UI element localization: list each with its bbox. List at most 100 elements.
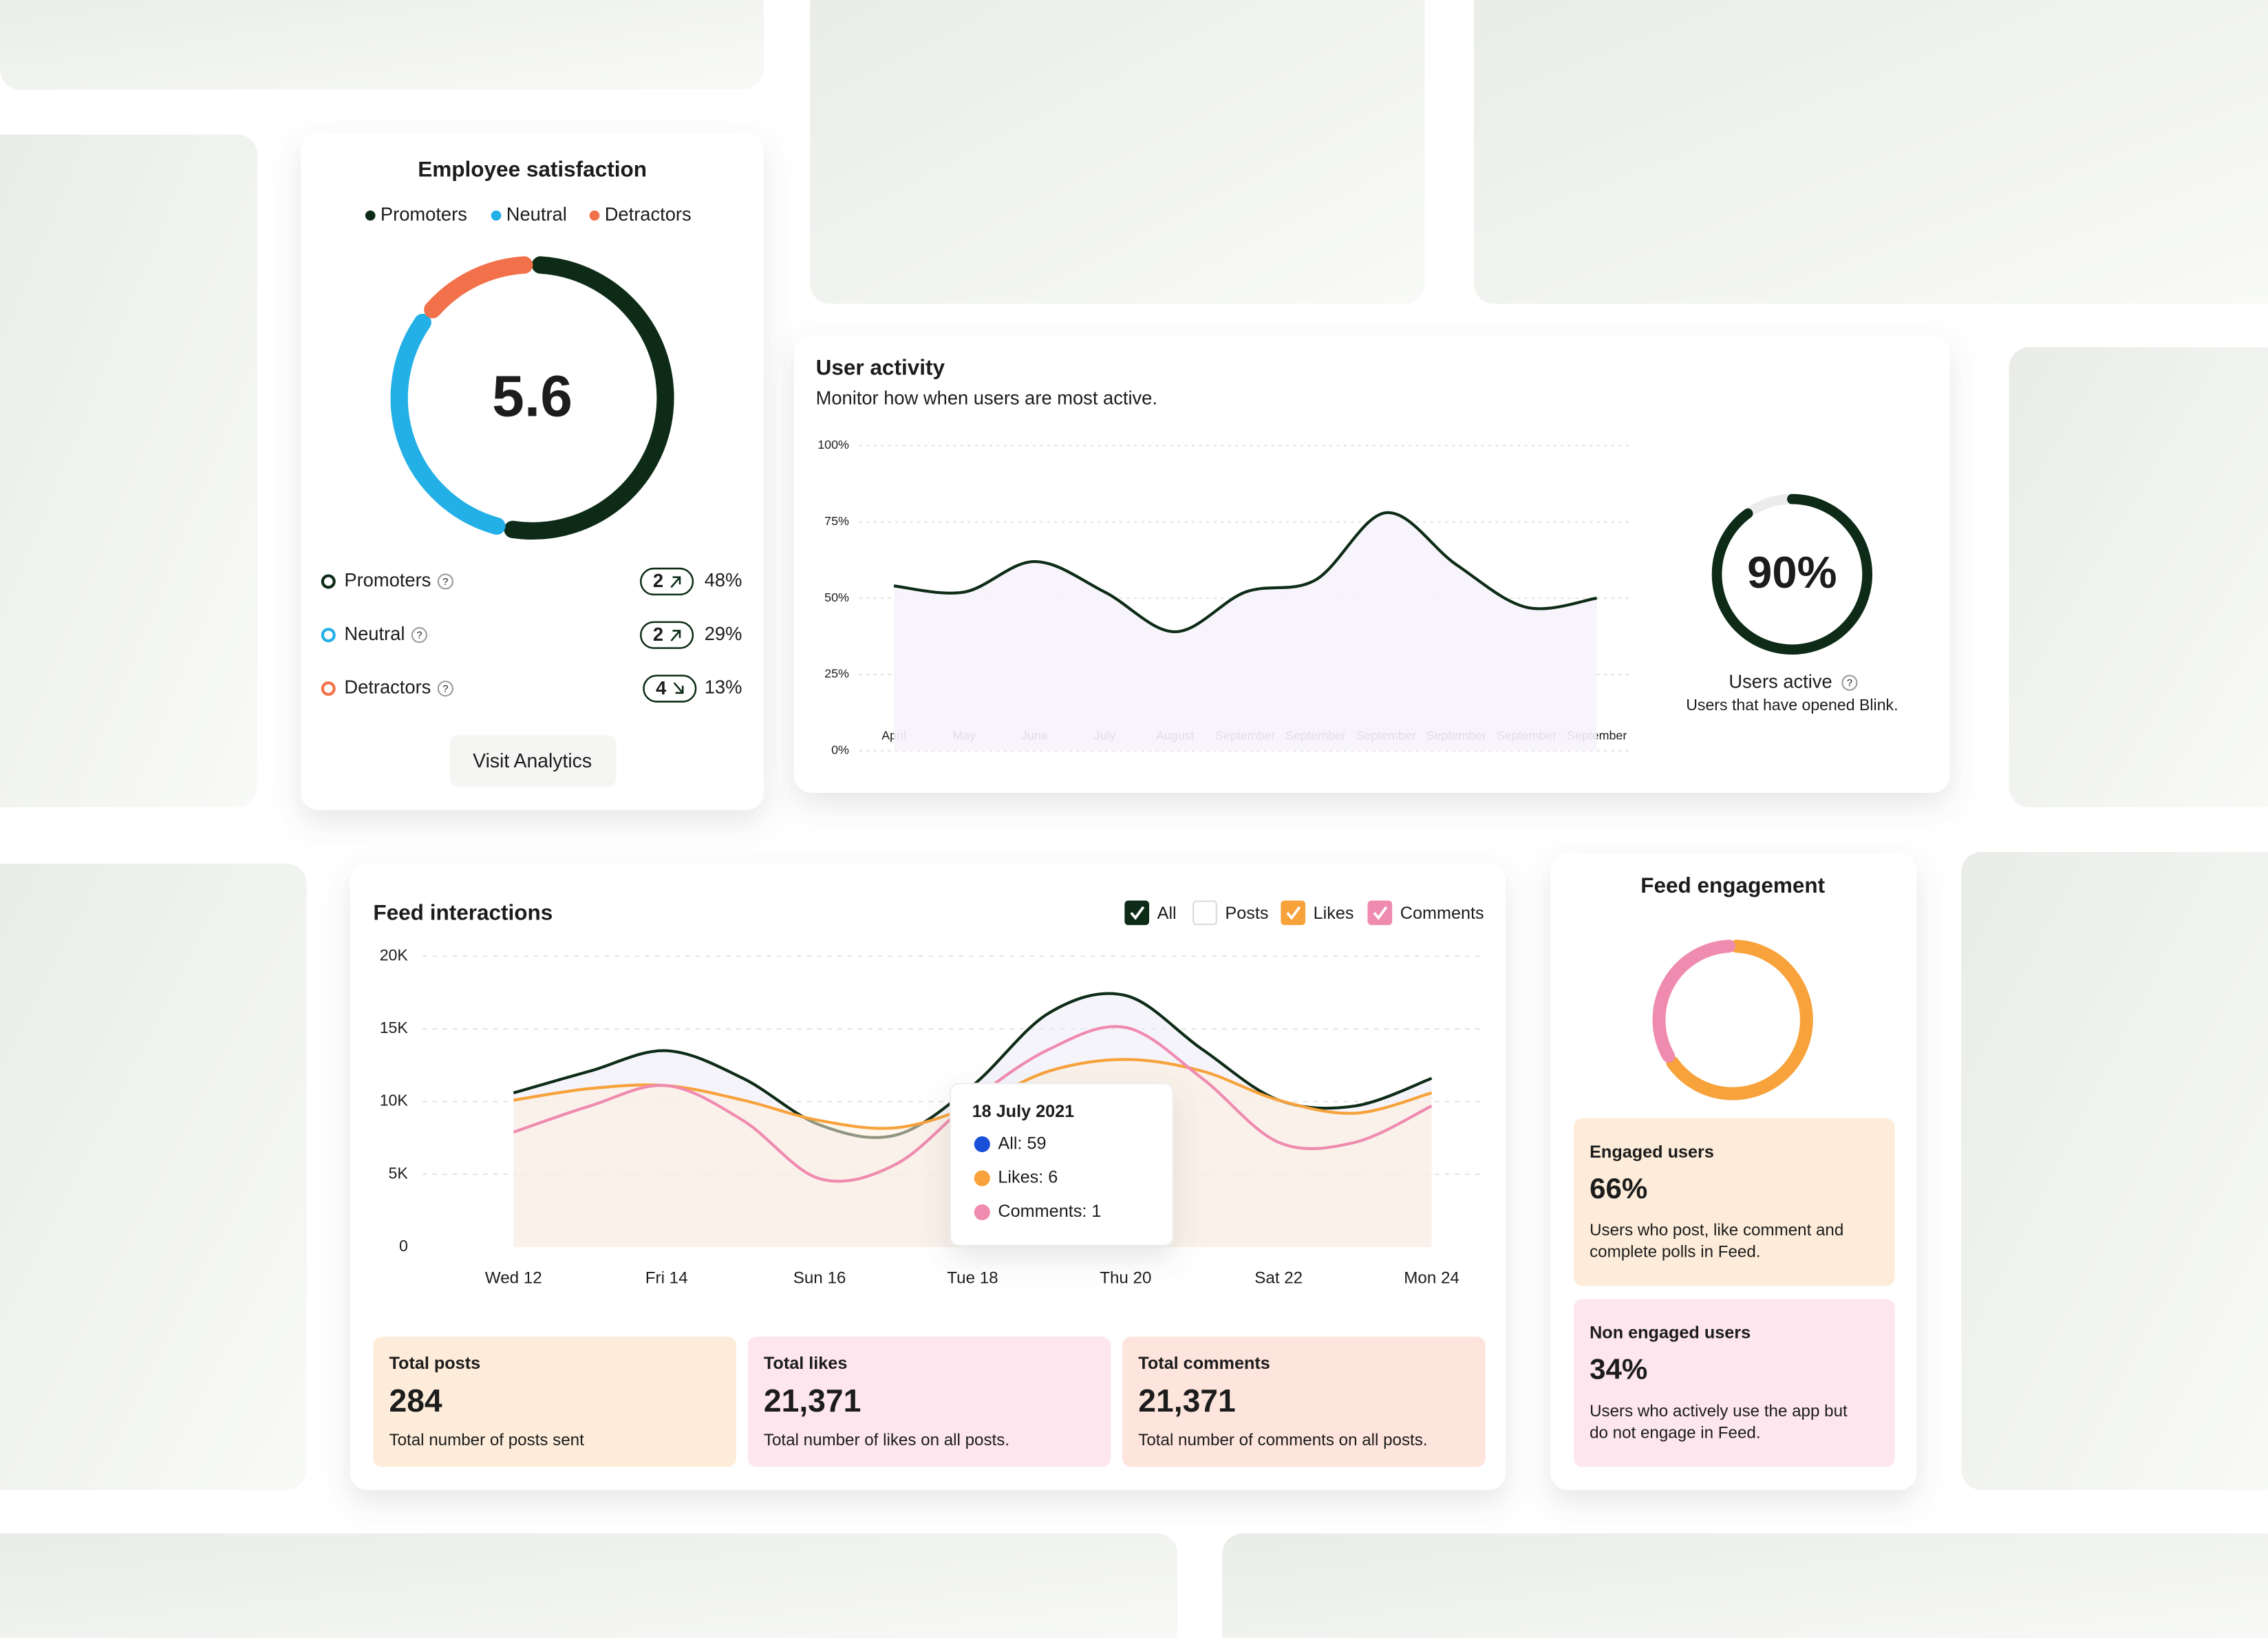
donut-segment: [1666, 939, 1813, 1100]
row-label: Detractors: [344, 677, 431, 698]
help-icon: [1841, 674, 1858, 691]
legend-checkbox[interactable]: [1367, 900, 1393, 926]
stat-title: Total posts: [389, 1354, 481, 1373]
checkmark: [1130, 906, 1145, 920]
y-tick-label: 0: [399, 1237, 408, 1255]
y-tick-label: 15K: [380, 1019, 409, 1036]
change-arrow: [670, 576, 681, 588]
change-arrow: [673, 682, 684, 694]
help-icon: ?: [442, 577, 448, 588]
box-caption: Users who actively use the app but: [1590, 1402, 1848, 1421]
employee-card: [301, 133, 764, 811]
placeholder: [1473, 0, 2268, 304]
change-value: 2: [653, 570, 663, 591]
y-tick-label: 100%: [817, 438, 849, 451]
legend-label: Neutral: [506, 203, 567, 224]
stat-card: [747, 1337, 1111, 1467]
legend-dot: [365, 210, 376, 221]
tooltip-dot: [974, 1136, 990, 1153]
x-tick-label: Sat 22: [1254, 1268, 1303, 1287]
legend-dot: [589, 210, 600, 221]
box-title: Non engaged users: [1590, 1323, 1751, 1343]
placeholder: [1961, 852, 2268, 1490]
placeholder: [1222, 1533, 2268, 1638]
stat-caption: Total number of comments on all posts.: [1138, 1431, 1427, 1449]
tooltip-item: Likes: 6: [998, 1168, 1058, 1187]
x-tick-label: Thu 20: [1100, 1268, 1151, 1287]
row-dot: [321, 681, 336, 696]
box-value: 34%: [1590, 1353, 1647, 1385]
change-badge: [643, 674, 697, 703]
box-title: Engaged users: [1590, 1142, 1714, 1162]
y-tick-label: 25%: [824, 667, 849, 681]
legend-label: Detractors: [605, 203, 692, 224]
legend-checkbox[interactable]: [1124, 900, 1150, 926]
placeholder: [810, 0, 1425, 304]
x-tick-label: Sun 16: [793, 1268, 846, 1287]
y-tick-label: 10K: [380, 1092, 409, 1109]
tooltip-title: 18 July 2021: [972, 1102, 1075, 1121]
donut-segment: [424, 256, 533, 319]
gauge-subtitle: Users that have opened Blink.: [1686, 696, 1898, 714]
line: [893, 511, 1597, 634]
box-caption: do not engage in Feed.: [1590, 1423, 1760, 1442]
engagement-box: [1573, 1118, 1895, 1286]
legend-dot: [491, 210, 502, 221]
x-tick-label: Wed 12: [485, 1268, 542, 1287]
checkmark: [1286, 906, 1301, 920]
stat-card: [1122, 1337, 1486, 1467]
tooltip-item: All: 59: [998, 1134, 1046, 1153]
tooltip-item: Comments: 1: [998, 1202, 1101, 1221]
score: 5.6: [492, 363, 573, 428]
donut-segment: [504, 256, 674, 540]
button-label: Visit Analytics: [473, 750, 592, 772]
y-tick-label: 20K: [380, 946, 409, 964]
percent: 48%: [705, 569, 742, 591]
card-title: Feed interactions: [373, 900, 553, 925]
stat-value: 284: [389, 1383, 442, 1418]
y-tick-label: 75%: [824, 514, 849, 528]
card-title: Employee satisfaction: [418, 156, 647, 181]
percent: 13%: [705, 677, 742, 698]
gauge-label: 90%: [1747, 547, 1837, 597]
help-icon: [411, 627, 427, 644]
tooltip: [950, 1083, 1174, 1246]
legend-label: Promoters: [381, 203, 467, 224]
row-label: Promoters: [344, 569, 431, 591]
x-tick-label: Fri 14: [645, 1268, 688, 1287]
row-dot: [321, 628, 336, 643]
change-badge: [639, 567, 694, 596]
stat-caption: Total number of posts sent: [389, 1431, 585, 1449]
area: [894, 512, 1597, 751]
stat-title: Total comments: [1138, 1354, 1270, 1373]
legend-checkbox[interactable]: [1281, 900, 1306, 926]
box-caption: Users who post, like comment and: [1590, 1221, 1843, 1240]
card-subtitle: Monitor how when users are most active.: [816, 387, 1157, 408]
x-tick-label: Mon 24: [1404, 1268, 1459, 1287]
legend-checkbox[interactable]: [1192, 900, 1217, 926]
help-icon: [437, 680, 453, 697]
placeholder: [0, 0, 764, 90]
tooltip-dot: [974, 1170, 990, 1187]
placeholder: [0, 1533, 1178, 1638]
placeholder: [0, 863, 307, 1490]
tooltip-dot: [974, 1204, 990, 1220]
card-title: User activity: [816, 354, 945, 379]
change-badge: [639, 621, 694, 649]
stat-value: 21,371: [764, 1383, 861, 1418]
stat-card: [373, 1337, 736, 1467]
card-title: Feed engagement: [1640, 873, 1825, 897]
x-tick-label: Tue 18: [947, 1268, 998, 1287]
change-value: 4: [656, 677, 667, 699]
legend-label: All: [1157, 904, 1177, 923]
row-label: Neutral: [344, 623, 405, 644]
percent: 29%: [705, 623, 742, 644]
checkmark: [1373, 906, 1388, 920]
placeholder: [2009, 347, 2268, 807]
legend-label: Comments: [1400, 904, 1484, 923]
gauge-arc: [1711, 493, 1873, 655]
analytics-button[interactable]: [449, 734, 617, 787]
